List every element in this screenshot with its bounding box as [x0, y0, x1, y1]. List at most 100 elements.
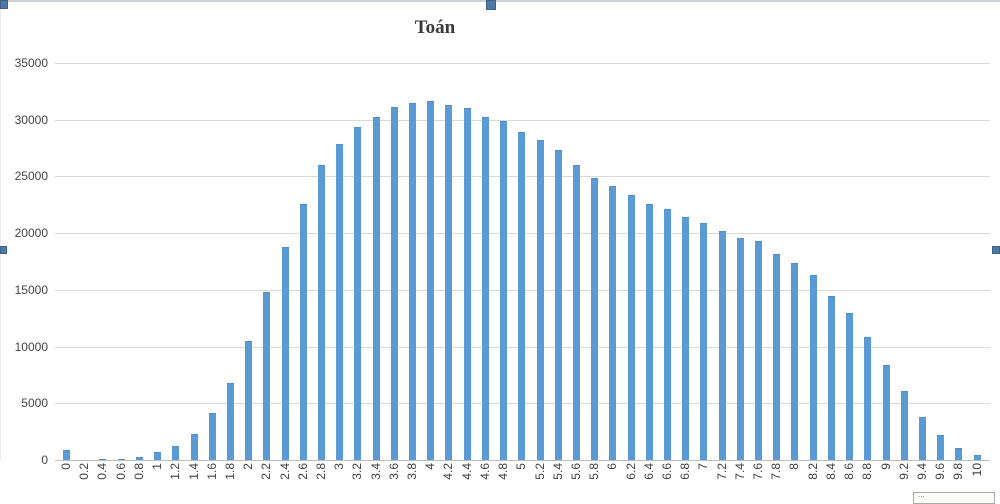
x-tick-label[interactable]: 6.4 — [641, 463, 656, 480]
bar[interactable] — [918, 417, 926, 460]
bar[interactable] — [609, 186, 617, 460]
y-tick-label[interactable]: 25000 — [14, 169, 48, 183]
x-tick-label[interactable]: 2 — [241, 463, 256, 470]
x-tick-label[interactable]: 4.8 — [496, 463, 510, 480]
x-tick-label[interactable]: 5.8 — [587, 463, 602, 480]
x-tick-label[interactable]: 1.2 — [168, 463, 183, 480]
bar[interactable] — [317, 165, 325, 460]
x-tick-label[interactable]: 4 — [423, 463, 438, 470]
x-tick-label[interactable]: 0.8 — [131, 463, 146, 480]
bar[interactable] — [682, 217, 690, 460]
chart-title[interactable]: Toán — [414, 17, 456, 38]
y-tick-label[interactable]: 10000 — [14, 340, 48, 354]
x-tick-label[interactable]: 8.4 — [823, 463, 838, 480]
bar[interactable] — [900, 391, 908, 460]
bar[interactable] — [354, 127, 362, 460]
bar[interactable] — [663, 209, 671, 460]
bar[interactable] — [736, 238, 744, 460]
bar[interactable] — [536, 140, 544, 460]
x-tick-label[interactable]: 0.4 — [95, 463, 110, 480]
bar[interactable] — [299, 204, 307, 460]
bar[interactable] — [117, 459, 125, 460]
bar[interactable] — [409, 103, 416, 460]
bar[interactable] — [135, 457, 143, 460]
bar[interactable] — [445, 105, 453, 460]
x-tick-label[interactable]: 7.2 — [714, 463, 729, 480]
x-tick-label[interactable]: 6.2 — [623, 463, 638, 480]
selection-handle-right-middle[interactable] — [992, 246, 1000, 254]
x-tick-label[interactable]: 6.8 — [678, 463, 693, 480]
bar[interactable] — [718, 231, 726, 460]
x-tick-label[interactable]: 7 — [696, 463, 711, 470]
bar[interactable] — [955, 448, 963, 460]
bar[interactable] — [372, 117, 380, 460]
bar[interactable] — [226, 383, 234, 460]
y-tick-label[interactable]: 20000 — [14, 226, 48, 240]
x-tick-label[interactable]: 8.2 — [805, 463, 820, 480]
x-tick-label[interactable]: 1 — [150, 463, 165, 470]
x-tick-label[interactable]: 1.8 — [222, 463, 237, 480]
bar[interactable] — [427, 101, 435, 460]
x-tick-label[interactable]: 7.6 — [751, 463, 765, 480]
bar[interactable] — [864, 337, 872, 460]
bar[interactable] — [937, 435, 945, 460]
y-tick-label[interactable]: 5000 — [21, 396, 48, 410]
selection-handle-left-middle[interactable] — [0, 246, 7, 254]
bar[interactable] — [518, 132, 526, 460]
x-tick-label[interactable]: 5 — [514, 463, 529, 470]
x-tick-label[interactable]: 3.8 — [405, 463, 419, 480]
x-tick-label[interactable]: 9.8 — [951, 463, 966, 480]
bar[interactable] — [627, 195, 635, 460]
selection-handle-top-left[interactable] — [0, 0, 8, 9]
x-tick-label[interactable]: 3.6 — [386, 463, 401, 480]
bar[interactable] — [700, 223, 708, 460]
bar[interactable] — [336, 144, 344, 460]
bar[interactable] — [390, 107, 398, 460]
bar[interactable] — [208, 413, 216, 460]
bar[interactable] — [99, 459, 107, 460]
bar[interactable] — [554, 150, 562, 460]
x-tick-label[interactable]: 5.4 — [550, 463, 565, 480]
x-tick-label[interactable]: 9.6 — [933, 463, 948, 480]
bar[interactable] — [281, 247, 289, 460]
bar[interactable] — [463, 108, 471, 460]
x-tick-label[interactable]: 3 — [332, 463, 347, 470]
bar[interactable] — [263, 292, 271, 460]
x-tick-label[interactable]: 4.6 — [477, 463, 492, 480]
x-tick-label[interactable]: 5.2 — [532, 463, 547, 480]
x-tick-label[interactable]: 5.6 — [568, 463, 583, 480]
bar[interactable] — [846, 313, 853, 460]
bar[interactable] — [500, 121, 507, 460]
y-tick-label[interactable]: 35000 — [14, 56, 48, 70]
selection-handle-top-center[interactable] — [486, 0, 496, 10]
x-tick-label[interactable]: 8.8 — [860, 463, 875, 480]
x-tick-label[interactable]: 2.4 — [277, 463, 292, 480]
x-tick-label[interactable]: 1.4 — [186, 463, 201, 480]
x-tick-label[interactable]: 4.4 — [459, 463, 474, 480]
x-tick-label[interactable]: 0 — [59, 463, 73, 470]
bar[interactable] — [190, 434, 198, 460]
bar[interactable] — [481, 117, 489, 460]
bar[interactable] — [572, 165, 580, 460]
x-tick-label[interactable]: 10 — [969, 463, 984, 477]
y-tick-label[interactable]: 15000 — [14, 283, 48, 297]
bar[interactable] — [245, 341, 253, 460]
x-tick-label[interactable]: 9.4 — [914, 463, 929, 480]
bar[interactable] — [791, 263, 799, 460]
x-tick-label[interactable]: 0.6 — [113, 463, 128, 480]
x-tick-label[interactable]: 2.2 — [259, 463, 274, 480]
x-tick-label[interactable]: 2.8 — [313, 463, 328, 480]
x-tick-label[interactable]: 4.2 — [441, 463, 456, 480]
x-tick-label[interactable]: 7.4 — [732, 463, 747, 480]
bar[interactable] — [154, 452, 162, 460]
bar[interactable] — [973, 455, 981, 460]
x-tick-label[interactable]: 2.6 — [295, 463, 310, 480]
x-tick-label[interactable]: 1.6 — [204, 463, 219, 480]
bar[interactable] — [755, 241, 762, 460]
bar[interactable] — [645, 204, 653, 460]
x-tick-label[interactable]: 8 — [787, 463, 802, 470]
y-tick-label[interactable]: 30000 — [14, 113, 48, 127]
x-tick-label[interactable]: 3.4 — [368, 463, 383, 480]
x-tick-label[interactable]: 7.8 — [769, 463, 784, 480]
x-tick-label[interactable]: 8.6 — [842, 463, 856, 480]
